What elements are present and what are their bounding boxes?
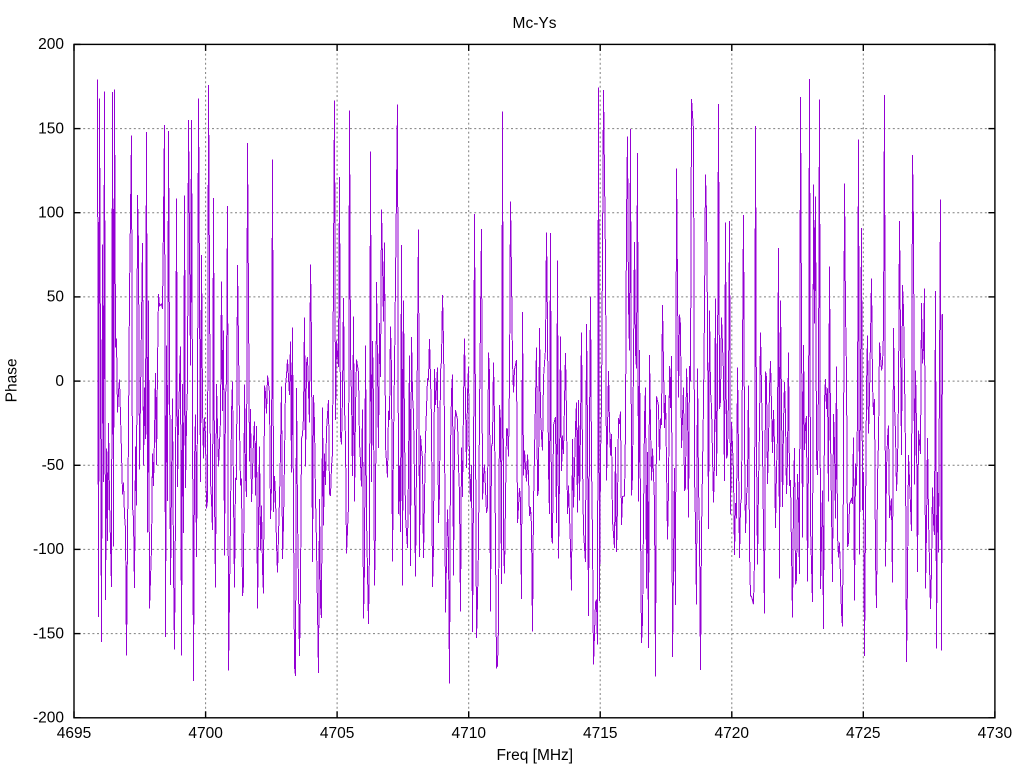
svg-text:150: 150	[38, 120, 64, 137]
svg-text:4715: 4715	[583, 725, 617, 742]
svg-text:4695: 4695	[57, 725, 91, 742]
svg-text:Freq [MHz]: Freq [MHz]	[496, 747, 573, 764]
svg-text:-50: -50	[42, 457, 65, 474]
svg-text:Phase: Phase	[4, 358, 21, 402]
svg-text:4730: 4730	[978, 725, 1013, 742]
svg-text:100: 100	[38, 204, 64, 221]
svg-text:-200: -200	[33, 710, 64, 727]
svg-text:4720: 4720	[715, 725, 750, 742]
svg-text:4700: 4700	[188, 725, 223, 742]
svg-text:4725: 4725	[846, 725, 880, 742]
svg-text:-100: -100	[33, 541, 64, 558]
svg-text:Mc-Ys: Mc-Ys	[513, 15, 557, 32]
svg-text:-150: -150	[33, 625, 64, 642]
svg-text:200: 200	[38, 36, 64, 53]
svg-text:0: 0	[55, 373, 64, 390]
svg-text:4710: 4710	[451, 725, 486, 742]
svg-text:50: 50	[47, 289, 65, 306]
svg-text:4705: 4705	[320, 725, 354, 742]
